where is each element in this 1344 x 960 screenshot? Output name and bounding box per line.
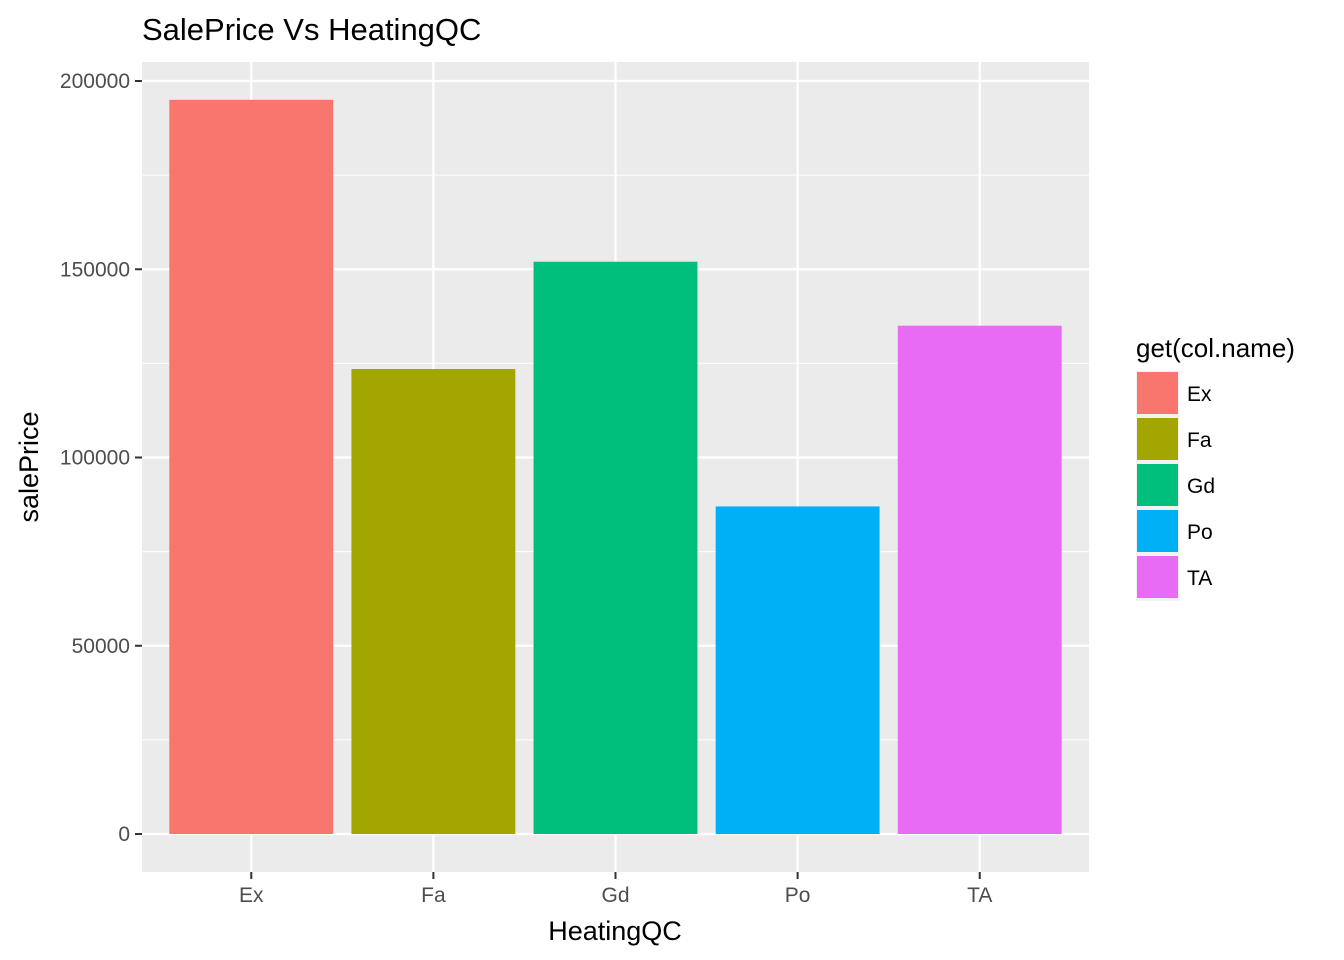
y-axis-title: salePrice — [14, 411, 44, 522]
legend-swatch-ta — [1137, 556, 1178, 598]
x-tick-label: TA — [967, 884, 992, 907]
legend: get(col.name) Ex Fa Gd Po TA — [1136, 333, 1295, 601]
x-axis-title: HeatingQC — [548, 916, 682, 946]
bar-gd — [533, 261, 698, 835]
legend-label: Po — [1187, 521, 1213, 544]
x-tick-label: Fa — [421, 884, 446, 907]
bars — [169, 99, 1062, 835]
legend-title: get(col.name) — [1136, 333, 1295, 363]
y-tick-label: 150000 — [60, 258, 130, 281]
legend-label: TA — [1187, 567, 1212, 590]
x-tick-label: Gd — [601, 884, 629, 907]
y-axis: 0 50000 100000 150000 200000 — [60, 70, 142, 846]
y-tick-label: 100000 — [60, 447, 130, 470]
bar-fa — [351, 369, 516, 834]
bar-ta — [897, 325, 1062, 834]
y-tick-label: 200000 — [60, 70, 130, 93]
legend-swatch-gd — [1137, 464, 1178, 506]
legend-label: Ex — [1187, 383, 1212, 406]
legend-swatch-ex — [1137, 372, 1178, 414]
bar-ex — [169, 99, 334, 834]
legend-label: Fa — [1187, 429, 1212, 452]
x-tick-label: Po — [785, 884, 811, 907]
legend-items: Ex Fa Gd Po TA — [1136, 371, 1215, 601]
bar-po — [715, 506, 880, 834]
x-tick-label: Ex — [239, 884, 264, 907]
legend-swatch-fa — [1137, 418, 1178, 460]
x-axis: Ex Fa Gd Po TA — [239, 872, 992, 907]
y-tick-label: 0 — [118, 823, 130, 846]
y-tick-label: 50000 — [72, 635, 130, 658]
legend-label: Gd — [1187, 475, 1215, 498]
chart-title: SalePrice Vs HeatingQC — [142, 12, 481, 47]
legend-swatch-po — [1137, 510, 1178, 552]
